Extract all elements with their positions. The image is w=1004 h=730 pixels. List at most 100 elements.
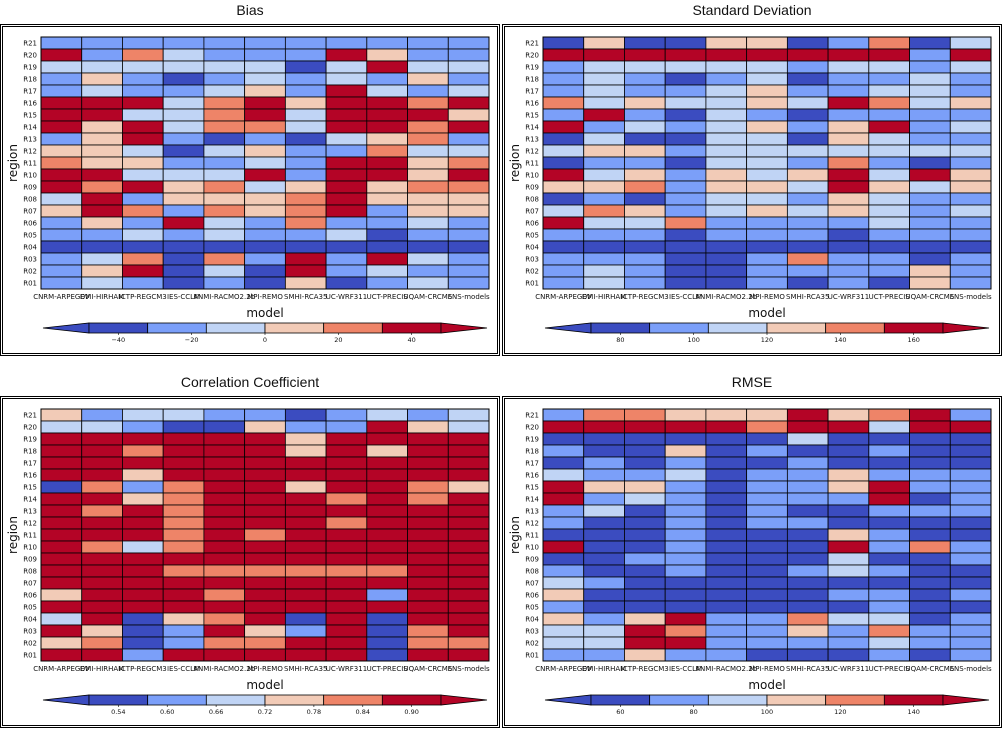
y-tick-label: R14 (525, 124, 539, 132)
y-tick-label: R08 (525, 568, 539, 576)
heatmap-cell (447, 36, 490, 50)
heatmap-cell (366, 72, 408, 86)
heatmap-cell (325, 72, 368, 86)
heatmap-cell (827, 552, 870, 566)
heatmap-cell (624, 156, 666, 170)
heatmap-cell (162, 72, 205, 86)
heatmap-cell (244, 216, 286, 230)
heatmap-cell (949, 240, 992, 254)
heatmap-cell (868, 252, 910, 266)
heatmap-cell (40, 552, 83, 566)
heatmap-cell (40, 168, 83, 182)
heatmap-cell (81, 516, 123, 530)
heatmap-cell (664, 444, 707, 458)
heatmap-cell (162, 576, 205, 590)
heatmap-cell (40, 504, 83, 518)
heatmap-cell (624, 132, 666, 146)
heatmap-cell (81, 636, 123, 650)
heatmap-cell (122, 204, 164, 218)
y-tick-label: R09 (23, 184, 37, 192)
heatmap-cell (162, 108, 205, 122)
heatmap-cell (203, 48, 246, 62)
heatmap-cell (325, 480, 368, 494)
heatmap-cell (284, 108, 327, 122)
colorbar-tick-label: 20 (334, 336, 342, 344)
heatmap-cell (122, 444, 164, 458)
heatmap-cell (868, 516, 910, 530)
heatmap-cell (407, 132, 449, 146)
heatmap-cell (284, 120, 327, 134)
heatmap-cell (624, 216, 666, 230)
heatmap-cell (786, 588, 829, 602)
heatmap-cell (40, 60, 83, 74)
heatmap-cell (162, 204, 205, 218)
heatmap-cell (81, 468, 123, 482)
heatmap-cell (244, 624, 286, 638)
heatmap-cell (203, 180, 246, 194)
heatmap-cell (746, 600, 788, 614)
heatmap-cell (827, 600, 870, 614)
y-tick-label: R19 (525, 64, 539, 72)
heatmap-cell (244, 648, 286, 662)
colorbar-segment (825, 694, 885, 706)
colorbar-extend-high (440, 322, 488, 334)
heatmap-cell (786, 60, 829, 74)
y-tick-label: R16 (525, 472, 539, 480)
colorbar-segment (590, 694, 651, 706)
heatmap-cell (909, 72, 951, 86)
heatmap-cell (786, 180, 829, 194)
heatmap-cell (786, 36, 829, 50)
heatmap-cell (407, 432, 449, 446)
heatmap-cell (122, 216, 164, 230)
x-tick-label: DMI-HIRHAM (80, 293, 124, 301)
heatmap-cell (624, 96, 666, 110)
heatmap-cell (542, 432, 585, 446)
heatmap-cell (542, 84, 585, 98)
heatmap-cell (786, 264, 829, 278)
heatmap-cell (827, 204, 870, 218)
heatmap-cell (909, 612, 951, 626)
x-tick-label: ICTP-REGCM3 (621, 293, 669, 301)
heatmap-cell (244, 528, 286, 542)
heatmap-cell (909, 204, 951, 218)
heatmap-cell (122, 516, 164, 530)
y-tick-label: R12 (525, 148, 539, 156)
heatmap-cell (81, 456, 123, 470)
x-tick-label: KNMI-RACMO2.2b (695, 665, 757, 673)
y-tick-label: R03 (23, 628, 37, 636)
heatmap-cell (868, 276, 910, 290)
heatmap-cell (162, 96, 205, 110)
heatmap-cell (366, 516, 408, 530)
heatmap-cell (909, 456, 951, 470)
heatmap-cell (162, 168, 205, 182)
x-tick-label: SMHI-RCA35 (786, 293, 829, 301)
heatmap-cell (909, 408, 951, 422)
x-tick-label: SMHI-RCA35 (284, 293, 327, 301)
heatmap-cell (407, 468, 449, 482)
heatmap-cell (81, 648, 123, 662)
heatmap-cell (203, 132, 246, 146)
heatmap-cell (122, 240, 164, 254)
colorbar-tick-label: 0.66 (209, 708, 223, 716)
heatmap-cell (244, 204, 286, 218)
y-tick-label: R12 (23, 148, 37, 156)
heatmap-cell (325, 108, 368, 122)
heatmap-cell (407, 600, 449, 614)
y-tick-label: R10 (23, 172, 37, 180)
heatmap-cell (909, 216, 951, 230)
heatmap-cell (746, 168, 788, 182)
colorbar-segment (649, 322, 709, 334)
heatmap-cell (203, 408, 246, 422)
heatmap-cell (786, 444, 829, 458)
heatmap-cell (81, 252, 123, 266)
heatmap-cell (162, 636, 205, 650)
heatmap-cell (949, 204, 992, 218)
heatmap-cell (949, 276, 992, 290)
heatmap-cell (868, 156, 910, 170)
y-tick-label: R20 (525, 52, 539, 60)
y-tick-label: R12 (525, 520, 539, 528)
y-tick-label: R05 (525, 232, 539, 240)
heatmap-cell (868, 612, 910, 626)
heatmap-cell (868, 108, 910, 122)
heatmap-cell (624, 576, 666, 590)
